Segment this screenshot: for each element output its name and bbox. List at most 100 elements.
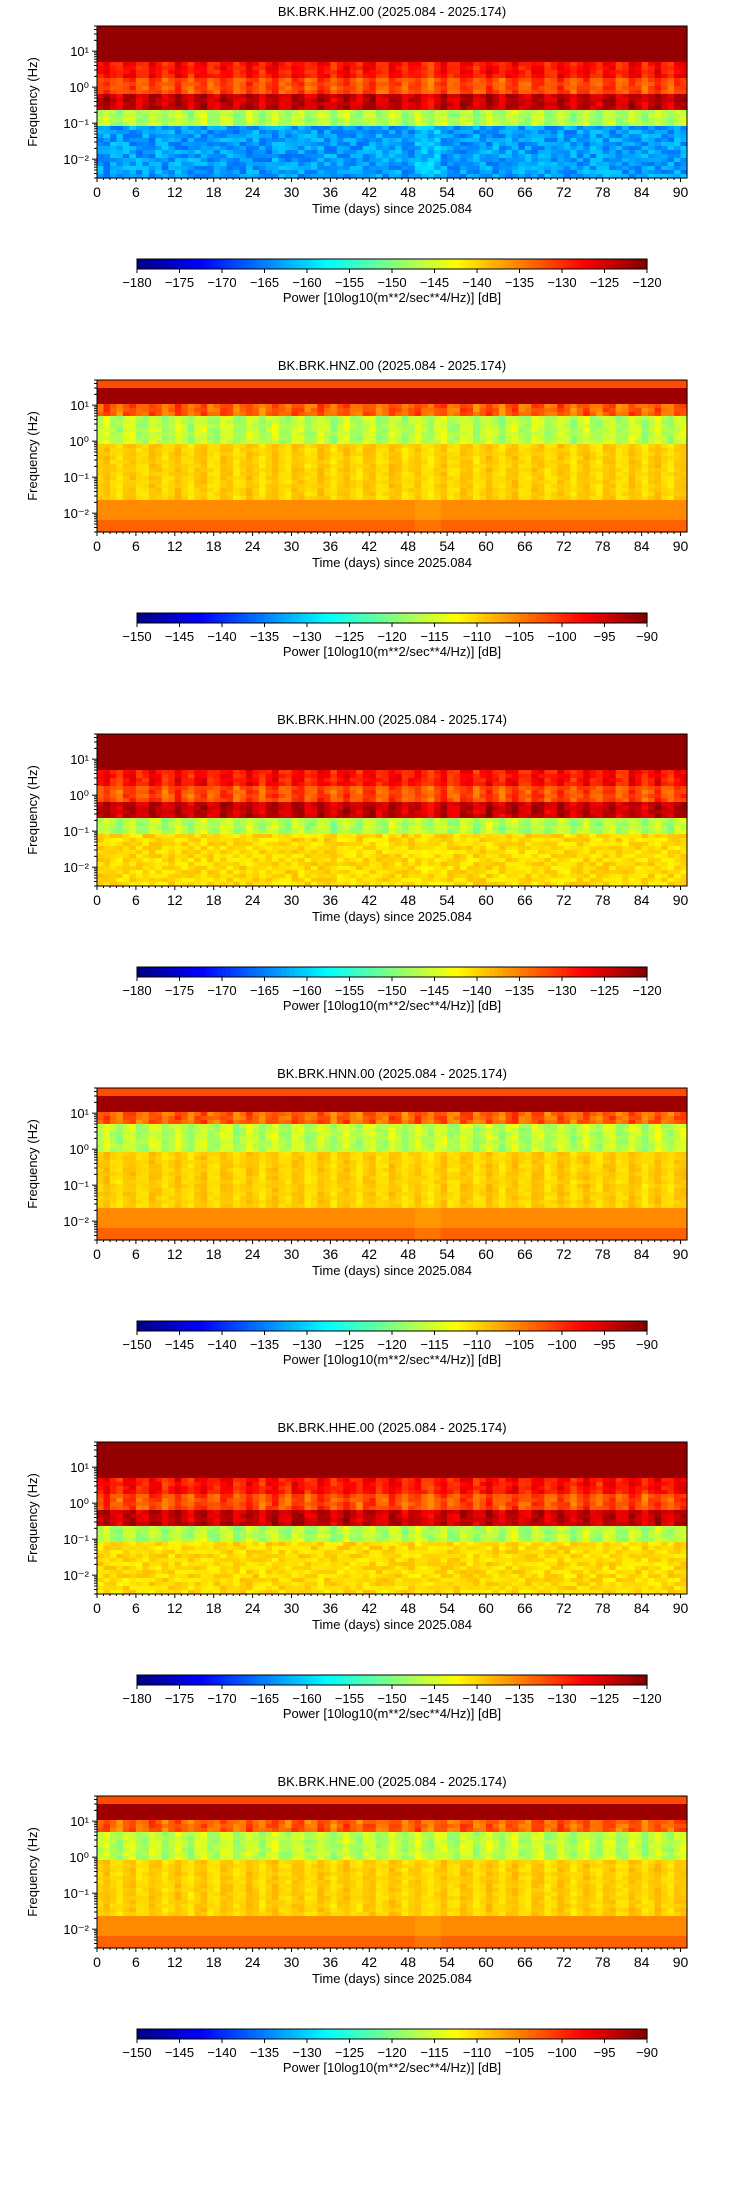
heatmap-cell [162, 130, 169, 135]
heatmap-cell [214, 58, 221, 63]
heatmap-cell [253, 118, 260, 123]
heatmap-cell [350, 74, 357, 79]
heatmap-cell [343, 150, 350, 155]
heatmap-cell [304, 42, 311, 47]
heatmap-cell [337, 30, 344, 35]
heatmap-cell [279, 38, 286, 43]
heatmap-cell [181, 90, 188, 95]
heatmap-cell [181, 82, 188, 87]
heatmap-cell [162, 154, 169, 159]
heatmap-cell [97, 118, 104, 123]
heatmap-cell [233, 114, 240, 119]
heatmap-cell [240, 86, 247, 91]
heatmap-cell [201, 38, 208, 43]
heatmap-cell [279, 130, 286, 135]
heatmap-cell [311, 74, 318, 79]
heatmap-cell [343, 122, 350, 127]
heatmap-cell [168, 98, 175, 103]
heatmap-cell [324, 90, 331, 95]
heatmap-cell [214, 158, 221, 163]
heatmap-cell [324, 54, 331, 59]
heatmap-cell [279, 126, 286, 131]
heatmap-cell [272, 146, 279, 151]
heatmap-cell [298, 86, 305, 91]
heatmap-cell [311, 26, 318, 31]
heatmap-cell [162, 150, 169, 155]
heatmap-cell [317, 26, 324, 31]
heatmap-cell [181, 126, 188, 131]
heatmap-cell [207, 42, 214, 47]
heatmap-cell [298, 98, 305, 103]
heatmap-cell [201, 82, 208, 87]
heatmap-cell [343, 138, 350, 143]
heatmap-cell [142, 162, 149, 167]
heatmap-cell [292, 158, 299, 163]
heatmap-cell [343, 158, 350, 163]
heatmap-cell [253, 46, 260, 51]
heatmap-cell [110, 102, 117, 107]
heatmap-cell [317, 78, 324, 83]
heatmap-cell [240, 46, 247, 51]
heatmap-cell [233, 30, 240, 35]
heatmap-cell [214, 30, 221, 35]
heatmap-cell [337, 58, 344, 63]
heatmap-cell [343, 42, 350, 47]
heatmap-cell [129, 90, 136, 95]
heatmap-cell [304, 86, 311, 91]
heatmap-cell [97, 30, 104, 35]
heatmap-cell [304, 166, 311, 171]
heatmap-cell [155, 162, 162, 167]
heatmap-cell [142, 134, 149, 139]
heatmap-cell [207, 74, 214, 79]
heatmap-cell [188, 130, 195, 135]
heatmap-cell [259, 66, 266, 71]
heatmap-cell [110, 90, 117, 95]
heatmap-cell [240, 98, 247, 103]
heatmap-cell [240, 130, 247, 135]
heatmap-cell [181, 98, 188, 103]
heatmap-cell [350, 26, 357, 31]
heatmap-cell [168, 170, 175, 175]
heatmap-cell [201, 106, 208, 111]
heatmap-cell [304, 158, 311, 163]
heatmap-cell [214, 122, 221, 127]
heatmap-cell [324, 62, 331, 67]
heatmap-cell [311, 66, 318, 71]
heatmap-cell [246, 78, 253, 83]
heatmap-cell [337, 74, 344, 79]
heatmap-cell [266, 70, 273, 75]
heatmap-cell [311, 38, 318, 43]
heatmap-cell [317, 82, 324, 87]
heatmap-cell [220, 130, 227, 135]
heatmap-cell [266, 150, 273, 155]
heatmap-cell [168, 86, 175, 91]
heatmap-cell [311, 50, 318, 55]
heatmap-cell [97, 42, 104, 47]
heatmap-cell [233, 142, 240, 147]
heatmap-cell [97, 26, 104, 31]
heatmap-cell [240, 74, 247, 79]
heatmap-cell [155, 38, 162, 43]
heatmap-cell [175, 150, 182, 155]
heatmap-cell [285, 154, 292, 159]
heatmap-cell [97, 70, 104, 75]
heatmap-cell [292, 98, 299, 103]
heatmap-cell [207, 46, 214, 51]
heatmap-cell [317, 102, 324, 107]
heatmap-cell [304, 134, 311, 139]
heatmap-cell [201, 166, 208, 171]
heatmap-cell [129, 146, 136, 151]
heatmap-cell [155, 34, 162, 39]
heatmap-cell [285, 118, 292, 123]
heatmap-cell [168, 74, 175, 79]
heatmap-cell [155, 98, 162, 103]
heatmap-cell [311, 30, 318, 35]
heatmap-cell [149, 170, 156, 175]
heatmap-cell [311, 46, 318, 51]
heatmap-cell [220, 142, 227, 147]
heatmap-cell [175, 82, 182, 87]
heatmap-cell [188, 82, 195, 87]
heatmap-cell [292, 70, 299, 75]
heatmap-cell [142, 62, 149, 67]
heatmap-cell [220, 162, 227, 167]
